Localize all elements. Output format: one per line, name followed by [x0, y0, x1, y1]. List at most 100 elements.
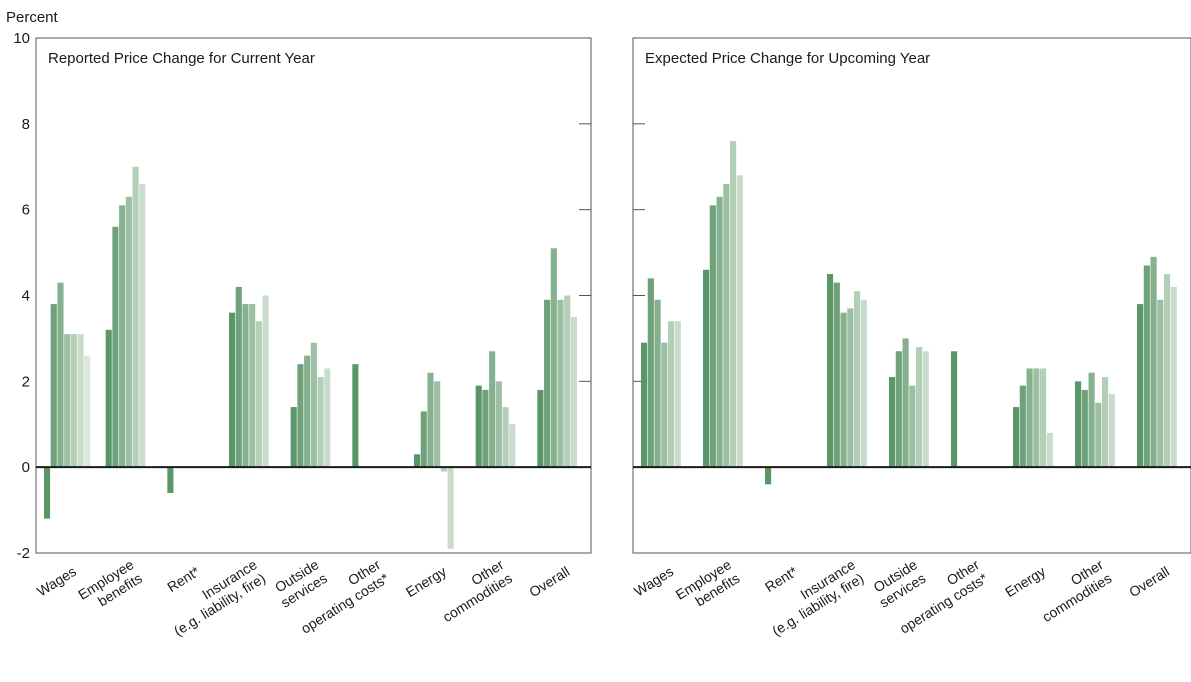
bar — [249, 304, 256, 468]
bar — [1019, 385, 1026, 468]
bar — [64, 334, 71, 468]
y-tick-label: 6 — [22, 202, 30, 219]
category-label: Wages — [631, 563, 676, 599]
bar — [1143, 265, 1150, 468]
bar — [709, 205, 716, 468]
category-label: Insurance(e.g. liability, fire) — [761, 556, 867, 639]
bar — [420, 411, 427, 468]
bar — [352, 364, 359, 468]
bar — [255, 321, 262, 468]
bar — [1026, 368, 1033, 468]
bar — [847, 308, 854, 468]
bar — [70, 334, 77, 468]
bar — [262, 295, 269, 468]
bar — [840, 312, 847, 468]
bar — [723, 183, 730, 468]
bar — [105, 329, 112, 468]
bar — [951, 351, 958, 468]
bar — [1102, 377, 1109, 468]
bar — [1170, 286, 1177, 468]
bar — [641, 342, 648, 468]
bar — [765, 467, 772, 485]
bar — [889, 377, 896, 468]
bar — [235, 286, 242, 468]
bar — [537, 389, 544, 468]
bar — [242, 304, 249, 468]
bar — [902, 338, 909, 468]
bar — [119, 205, 126, 468]
bar — [1075, 381, 1082, 468]
bar — [132, 166, 139, 468]
bar — [427, 372, 434, 468]
bar — [167, 467, 174, 493]
bar — [1157, 299, 1164, 468]
bar — [1013, 407, 1020, 468]
bar — [304, 355, 311, 468]
bar — [916, 347, 923, 468]
category-label: Othercommodities — [431, 556, 515, 625]
bar — [550, 248, 557, 468]
bar — [317, 377, 324, 468]
bar — [654, 299, 661, 468]
bar — [736, 175, 743, 468]
bar — [544, 299, 551, 468]
bar — [1046, 432, 1053, 468]
bar — [1040, 368, 1047, 468]
panel-upcoming-year: Expected Price Change for Upcoming Year W… — [631, 37, 1191, 639]
bar — [1081, 389, 1088, 468]
bar — [1033, 368, 1040, 468]
bar — [57, 282, 64, 468]
bar — [50, 304, 57, 468]
bar — [112, 226, 119, 468]
bar — [475, 385, 482, 468]
bar — [290, 407, 297, 468]
bar — [495, 381, 502, 468]
panel-title: Reported Price Change for Current Year — [48, 50, 315, 67]
category-label: Employeebenefits — [75, 556, 145, 616]
bar — [297, 364, 304, 468]
category-label: Energy — [1002, 563, 1048, 600]
category-label: Overall — [1126, 563, 1172, 600]
bar — [482, 389, 489, 468]
bar — [502, 407, 509, 468]
y-tick-label: -2 — [17, 545, 30, 562]
bar — [668, 321, 675, 468]
category-label: Energy — [403, 563, 449, 600]
bar — [44, 467, 51, 519]
bar — [1164, 274, 1171, 468]
y-tick-label: 10 — [13, 30, 30, 47]
bar — [833, 282, 840, 468]
category-label: Outsideservices — [269, 556, 330, 610]
category-label: Insurance(e.g. liability, fire) — [162, 556, 268, 639]
category-label: Overall — [526, 563, 572, 600]
bar — [324, 368, 331, 468]
bar — [489, 351, 496, 468]
category-label: Outsideservices — [868, 556, 929, 610]
bar — [1150, 256, 1157, 468]
y-tick-label: 4 — [22, 288, 30, 305]
y-unit-label: Percent — [6, 9, 59, 26]
bar — [716, 196, 723, 468]
bar — [414, 454, 421, 468]
bar — [229, 312, 236, 468]
bar — [557, 299, 564, 468]
y-tick-label: 8 — [22, 116, 30, 133]
bar — [827, 274, 834, 468]
bar — [434, 381, 441, 468]
bar — [1108, 394, 1115, 468]
bar — [564, 295, 571, 468]
bar — [310, 342, 317, 468]
bar — [922, 351, 929, 468]
category-label: Othercommodities — [1031, 556, 1115, 625]
y-tick-label: 2 — [22, 373, 30, 390]
bar — [854, 291, 861, 468]
bar — [730, 141, 737, 468]
bar — [1088, 372, 1095, 468]
bar — [125, 196, 132, 468]
bar — [1137, 304, 1144, 468]
bar — [509, 424, 516, 468]
bar — [1095, 402, 1102, 468]
bar — [860, 299, 867, 468]
bar — [570, 316, 577, 468]
